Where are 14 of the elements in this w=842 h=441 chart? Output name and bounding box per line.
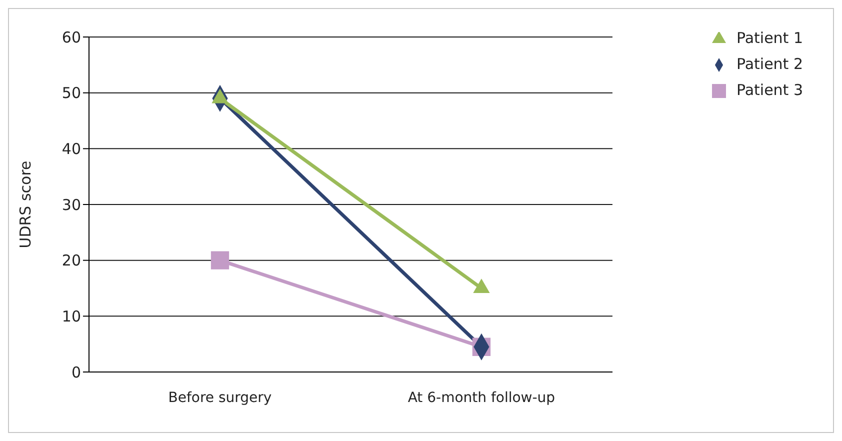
point bbox=[210, 251, 230, 270]
y-tick-label: 0 bbox=[71, 363, 81, 382]
legend-label: Patient 3 bbox=[736, 81, 803, 99]
y-tick-label: 20 bbox=[62, 252, 81, 270]
x-tick-label: Before surgery bbox=[168, 390, 272, 406]
y-tick-label: 50 bbox=[62, 84, 81, 102]
legend-label: Patient 2 bbox=[736, 55, 803, 73]
y-tick-label: 30 bbox=[62, 196, 81, 214]
y-tick-label: 40 bbox=[62, 140, 81, 158]
y-axis-title: UDRS score bbox=[16, 160, 34, 248]
y-tick-label: 60 bbox=[62, 28, 81, 46]
x-tick-label: At 6-month follow-up bbox=[408, 390, 556, 406]
y-tick-label: 10 bbox=[62, 307, 81, 326]
legend-label: Patient 1 bbox=[736, 29, 803, 47]
